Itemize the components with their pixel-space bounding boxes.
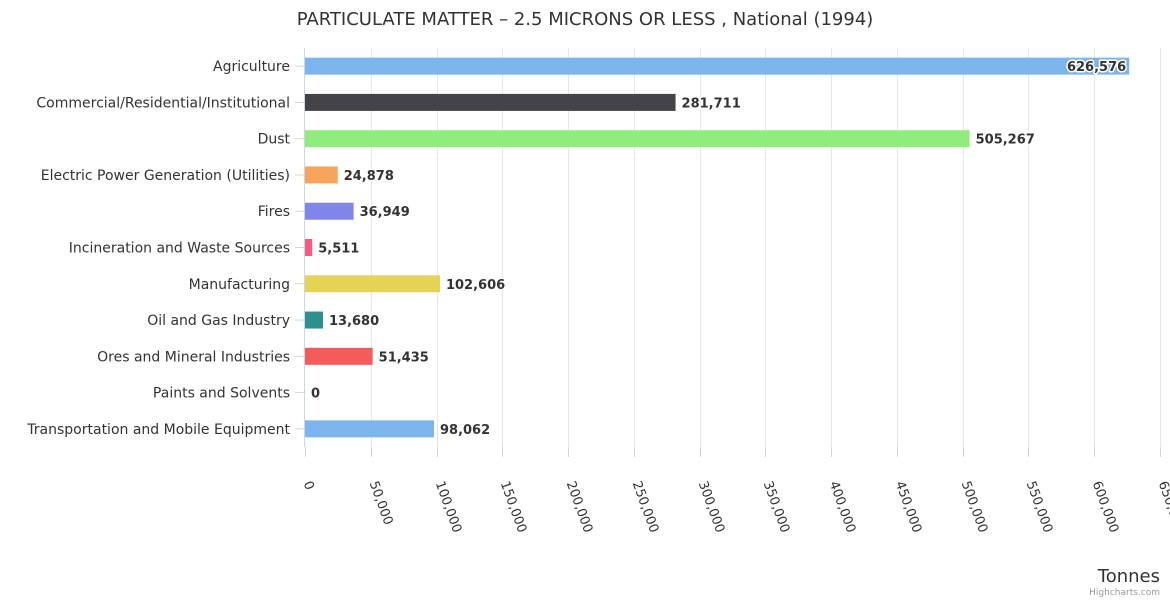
data-label: 0 [311, 387, 320, 402]
bar[interactable] [305, 202, 354, 220]
data-label: 505,267 [976, 133, 1035, 148]
category-axis: Agriculture Commercial/Residential/Instit… [26, 48, 305, 447]
value-tick-label: 650,000 [1155, 479, 1170, 535]
value-tick-label: 0 [300, 479, 317, 492]
category-label: Agriculture [213, 59, 290, 75]
bar[interactable] [305, 239, 313, 256]
category-label: Dust [258, 132, 291, 148]
category-label: Oil and Gas Industry [147, 313, 290, 329]
grid-lines [371, 48, 1161, 447]
data-label: 13,680 [329, 314, 379, 329]
value-tick-label: 50,000 [366, 479, 396, 527]
data-label: 98,062 [440, 423, 490, 438]
category-label: Incineration and Waste Sources [69, 241, 290, 257]
bar[interactable] [305, 130, 970, 148]
bar[interactable] [305, 347, 373, 365]
bar[interactable] [305, 57, 1130, 75]
category-label: Commercial/Residential/Institutional [36, 95, 290, 111]
chart-title: PARTICULATE MATTER – 2.5 MICRONS OR LESS… [297, 9, 874, 30]
bar[interactable] [305, 93, 676, 111]
category-label: Electric Power Generation (Utilities) [41, 168, 290, 184]
bars [305, 57, 1130, 438]
category-label: Fires [258, 204, 290, 220]
data-label: 5,511 [318, 242, 359, 257]
data-label: 36,949 [360, 205, 410, 220]
data-label: 24,878 [344, 169, 394, 184]
value-tick-label: 550,000 [1023, 479, 1055, 535]
value-tick-label: 300,000 [695, 479, 727, 535]
bar[interactable] [305, 311, 323, 329]
value-tick-label: 150,000 [497, 479, 529, 535]
value-tick-label: 250,000 [629, 479, 661, 535]
value-axis-title: Tonnes [1097, 566, 1160, 587]
category-label: Manufacturing [189, 277, 290, 293]
bar[interactable] [305, 420, 434, 438]
data-label: 51,435 [379, 350, 429, 365]
value-tick-label: 200,000 [563, 479, 595, 535]
value-tick-label: 350,000 [760, 479, 792, 535]
credits-link[interactable]: Highcharts.com [1089, 588, 1160, 598]
value-tick-label: 400,000 [826, 479, 858, 535]
value-tick-label: 450,000 [892, 479, 924, 535]
category-label: Paints and Solvents [153, 386, 290, 402]
category-label: Transportation and Mobile Equipment [26, 422, 290, 438]
bar[interactable] [305, 166, 338, 184]
category-label: Ores and Mineral Industries [97, 349, 290, 365]
bar[interactable] [305, 275, 440, 293]
value-tick-label: 100,000 [432, 479, 464, 535]
data-label: 102,606 [446, 278, 505, 293]
value-tick-label: 500,000 [958, 479, 990, 535]
data-labels: 626,576 281,711 505,267 24,878 36,949 5,511 10… [310, 59, 1128, 440]
value-axis: 0 50,000 100,000 150,000 200,000 250,000 300,0… [300, 447, 1170, 535]
data-label: 626,576 [1067, 60, 1126, 75]
data-label: 281,711 [682, 96, 741, 111]
value-tick-label: 600,000 [1089, 479, 1121, 535]
